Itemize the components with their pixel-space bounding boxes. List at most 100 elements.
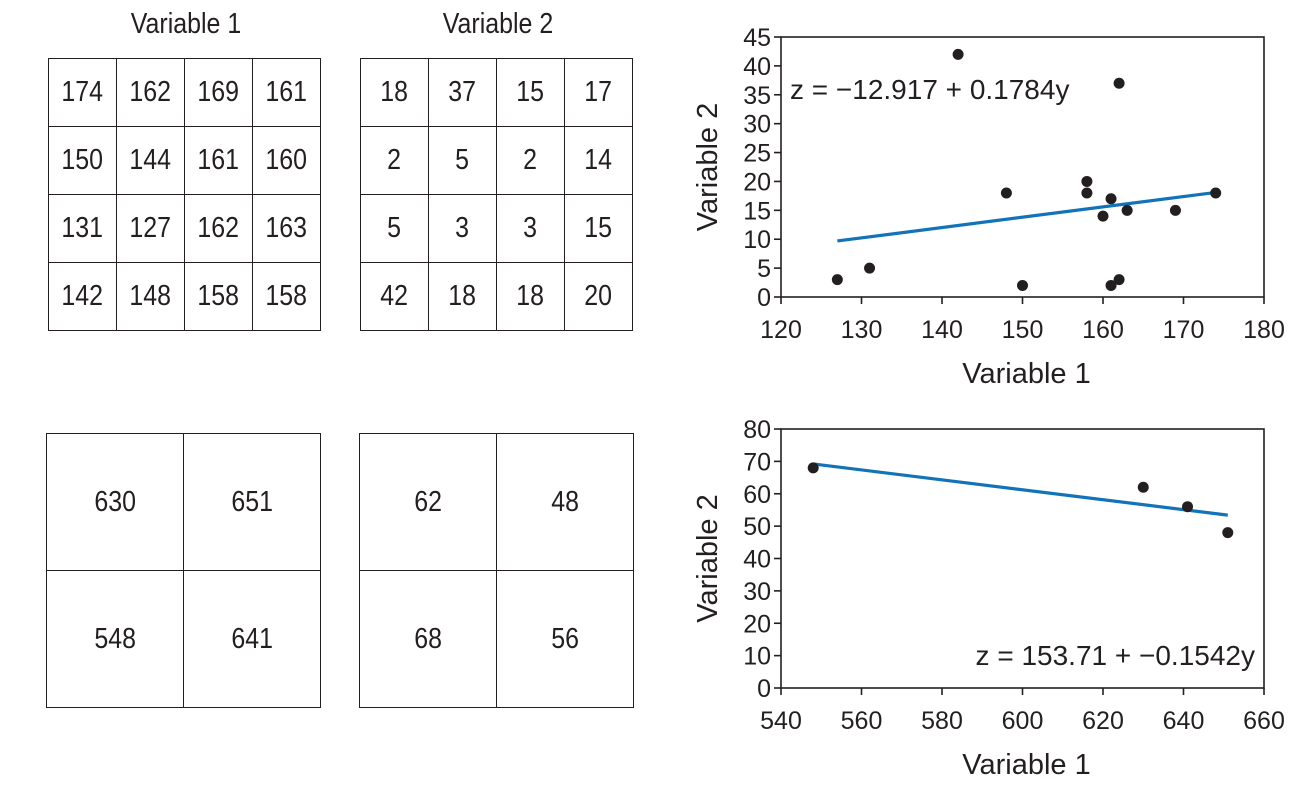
chart-2: 0 10 20 30 40 50 60 70 80 540 560 580 600 620 640 660 Va… — [692, 416, 1285, 781]
x-tick-label: 540 — [760, 707, 802, 735]
grid-cell: 169 — [184, 58, 253, 127]
y-tick-label: 30 — [743, 578, 771, 606]
top-variable2-grid: 18 37 15 17 2 5 2 14 5 3 3 15 42 18 18 2… — [360, 58, 633, 331]
grid-cell: 14 — [564, 126, 633, 195]
grid-cell: 160 — [252, 126, 321, 195]
data-point — [1182, 501, 1194, 513]
y-tick-label: 10 — [743, 643, 771, 671]
table-row: 5 3 3 15 — [360, 194, 633, 263]
table-row: 630 651 — [46, 433, 321, 571]
data-point — [1169, 204, 1181, 216]
bottom-variable1-grid: 630 651 548 641 — [46, 433, 321, 708]
x-tick-label: 580 — [921, 707, 963, 735]
x-axis-label: Variable 1 — [962, 749, 1090, 781]
grid-cell: 150 — [48, 126, 117, 195]
grid-cell: 161 — [252, 58, 321, 127]
grid-cell: 158 — [184, 262, 253, 331]
y-tick-label: 5 — [757, 255, 771, 283]
grid-cell: 42 — [360, 262, 429, 331]
y-tick-label: 10 — [743, 226, 771, 254]
data-point — [1113, 77, 1125, 89]
data-point — [831, 274, 843, 286]
y-tick-label: 25 — [743, 140, 771, 168]
data-point — [1121, 204, 1133, 216]
fit-line — [837, 190, 1216, 243]
grid-cell: 158 — [252, 262, 321, 331]
grid-cell: 127 — [116, 194, 185, 263]
grid-cell: 174 — [48, 58, 117, 127]
grid-cell: 148 — [116, 262, 185, 331]
y-tick-label: 50 — [743, 513, 771, 541]
data-point — [952, 48, 964, 60]
y-tick-label: 60 — [743, 481, 771, 509]
y-axis-label: Variable 2 — [692, 494, 724, 622]
regression-equation: z = −12.917 + 0.1784y — [790, 74, 1069, 105]
grid-cell: 18 — [360, 58, 429, 127]
x-tick-label: 640 — [1163, 707, 1205, 735]
y-tick-label: 15 — [743, 197, 771, 225]
grid-cell: 5 — [360, 194, 429, 263]
top-variable1-grid: 174 162 169 161 150 144 161 160 131 127 … — [48, 58, 321, 331]
grid-cell: 651 — [183, 433, 321, 571]
table-row: 142 148 158 158 — [48, 262, 321, 331]
x-tick-label: 130 — [841, 316, 883, 344]
table-row: 42 18 18 20 — [360, 262, 633, 331]
data-point — [1081, 187, 1093, 199]
data-point — [864, 262, 876, 274]
y-tick-label: 20 — [743, 610, 771, 638]
data-point — [1017, 279, 1028, 291]
table-row: 2 5 2 14 — [360, 126, 633, 195]
y-tick-label: 45 — [743, 24, 771, 52]
top-variable1-title: Variable 1 — [130, 8, 242, 40]
grid-cell: 48 — [496, 433, 634, 571]
x-axis-label: Variable 1 — [962, 358, 1090, 390]
grid-cell: 144 — [116, 126, 185, 195]
fit-line — [813, 462, 1228, 517]
x-tick-label: 620 — [1082, 707, 1124, 735]
y-tick-label: 70 — [743, 448, 771, 476]
table-row: 18 37 15 17 — [360, 58, 633, 127]
y-tick-label: 0 — [757, 675, 771, 703]
x-tick-label: 160 — [1082, 316, 1124, 344]
grid-cell: 68 — [359, 570, 497, 708]
x-tick-label: 150 — [1002, 316, 1044, 344]
x-tick-label: 120 — [760, 316, 802, 344]
x-tick-label: 600 — [1002, 707, 1044, 735]
x-tick-label: 660 — [1243, 707, 1285, 735]
y-tick-label: 35 — [743, 82, 771, 110]
table-row: 548 641 — [46, 570, 321, 708]
y-tick-label: 20 — [743, 168, 771, 196]
data-point — [1222, 527, 1234, 539]
grid-cell: 17 — [564, 58, 633, 127]
x-tick-label: 170 — [1163, 316, 1205, 344]
data-point — [1105, 279, 1117, 291]
grid-cell: 56 — [496, 570, 634, 708]
top-variable2-title: Variable 2 — [442, 8, 554, 40]
data-point — [1210, 187, 1222, 199]
bottom-variable2-grid: 62 48 68 56 — [359, 433, 634, 708]
data-point — [1081, 175, 1093, 187]
grid-cell: 3 — [428, 194, 497, 263]
x-tick-label: 180 — [1243, 316, 1285, 344]
y-axis-label: Variable 2 — [692, 103, 724, 231]
x-tick-label: 560 — [841, 707, 883, 735]
y-tick-label: 0 — [757, 284, 771, 312]
y-tick-label: 30 — [743, 111, 771, 139]
y-tick-label: 80 — [743, 416, 771, 444]
table-row: 62 48 — [359, 433, 634, 571]
x-tick-label: 140 — [921, 316, 963, 344]
data-point — [1000, 187, 1012, 199]
table-row: 68 56 — [359, 570, 634, 708]
data-point — [1137, 481, 1149, 493]
data-point — [1113, 274, 1125, 286]
grid-cell: 5 — [428, 126, 497, 195]
grid-cell: 18 — [496, 262, 565, 331]
grid-cell: 20 — [564, 262, 633, 331]
grid-cell: 163 — [252, 194, 321, 263]
regression-equation: z = 153.71 + −0.1542y — [976, 640, 1255, 671]
grid-cell: 142 — [48, 262, 117, 331]
data-point — [807, 462, 819, 474]
grid-cell: 18 — [428, 262, 497, 331]
